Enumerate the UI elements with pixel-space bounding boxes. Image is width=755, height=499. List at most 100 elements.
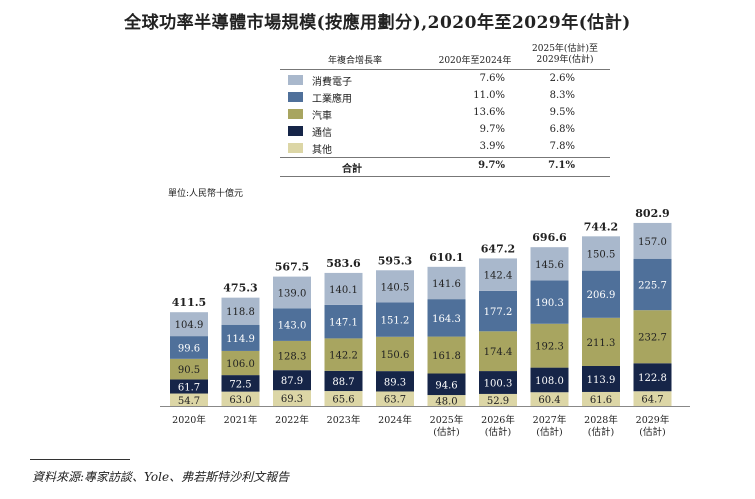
- bar-segment: [427, 336, 466, 374]
- bar-segment: [427, 299, 466, 337]
- cagr-total-label: 合計: [342, 164, 362, 175]
- data-label: 211.3: [587, 338, 616, 349]
- category-label: 2028年: [584, 414, 618, 426]
- total-label: 802.9: [635, 207, 669, 220]
- data-label: 64.7: [641, 395, 663, 406]
- data-label: 100.3: [484, 379, 513, 390]
- data-label: 143.0: [278, 321, 307, 332]
- legend-swatch: [288, 143, 303, 153]
- data-label: 225.7: [638, 280, 667, 291]
- cagr-row: 汽車 13.6% 9.5%: [280, 106, 610, 122]
- bar-segment: [530, 280, 569, 324]
- unit-label: 單位:人民幣十億元: [168, 189, 244, 199]
- category-label: (估計): [639, 426, 665, 438]
- category-label: (估計): [536, 426, 562, 438]
- legend-swatch: [288, 92, 303, 102]
- data-label: 140.1: [329, 285, 358, 296]
- cagr-row-v1: 7.6%: [479, 73, 505, 84]
- cagr-header-period2-line2: 2029年(估計): [536, 55, 594, 65]
- bar-segment: [273, 276, 311, 309]
- cagr-row-label: 汽車: [312, 111, 332, 122]
- bar-segment: [170, 379, 208, 394]
- data-label: 113.9: [587, 375, 616, 386]
- bar-segment: [479, 258, 517, 291]
- total-label: 595.3: [378, 254, 412, 267]
- data-label: 72.5: [229, 379, 251, 390]
- bar-segment: [633, 222, 672, 259]
- category-label: (估計): [485, 426, 511, 438]
- bar-segment: [324, 304, 363, 339]
- data-label: 232.7: [638, 333, 667, 344]
- data-label: 118.8: [226, 307, 255, 318]
- total-label: 647.2: [481, 242, 515, 255]
- data-label: 161.8: [432, 351, 461, 362]
- cagr-header-period2-line1: 2025年(估計)至: [532, 44, 598, 54]
- cagr-bottom-rule: [280, 176, 610, 177]
- bar-segment: [633, 391, 672, 406]
- cagr-total-row: 合計 9.7% 7.1%: [280, 159, 610, 175]
- data-label: 54.7: [178, 396, 200, 407]
- bar-segment: [530, 247, 569, 281]
- bar-segment: [324, 338, 363, 371]
- data-label: 141.6: [432, 279, 461, 290]
- cagr-row-v1: 9.7%: [479, 124, 505, 135]
- data-label: 63.0: [229, 395, 251, 406]
- data-label: 63.7: [384, 395, 406, 406]
- data-label: 147.1: [329, 318, 358, 329]
- bar-segment: [582, 365, 620, 392]
- bar-segment: [170, 393, 208, 406]
- data-label: 65.6: [332, 395, 354, 406]
- category-label: 2025年: [430, 414, 464, 426]
- data-label: 174.4: [484, 347, 513, 358]
- cagr-row-v2: 2.6%: [549, 73, 575, 84]
- data-label: 89.3: [384, 377, 406, 388]
- category-label: 2029年: [636, 414, 670, 426]
- data-label: 114.9: [226, 334, 255, 345]
- bar-segment: [530, 367, 569, 393]
- category-label: 2020年: [172, 414, 206, 426]
- total-label: 610.1: [429, 251, 463, 264]
- cagr-row: 工業應用 11.0% 8.3%: [280, 89, 610, 105]
- data-label: 150.5: [587, 249, 616, 260]
- bar-segment: [427, 395, 466, 406]
- bar-segment: [530, 323, 569, 368]
- cagr-row-label: 工業應用: [312, 94, 352, 105]
- cagr-row-v1: 11.0%: [473, 90, 505, 101]
- cagr-row-label: 消費電子: [312, 77, 352, 88]
- cagr-row-v2: 9.5%: [549, 107, 575, 118]
- bar-segment: [633, 258, 672, 311]
- data-label: 106.0: [226, 359, 255, 370]
- bar-segment: [376, 391, 414, 406]
- bar-segment: [273, 340, 311, 371]
- bar-segment: [273, 370, 311, 391]
- cagr-header-rule: [280, 69, 610, 70]
- data-label: 140.5: [381, 282, 410, 293]
- bar-segment: [479, 393, 517, 406]
- cagr-total-v1: 9.7%: [478, 160, 505, 171]
- bar-segment: [273, 390, 311, 406]
- bar-segment: [427, 266, 466, 300]
- bar-segment: [479, 290, 517, 332]
- category-label: (估計): [588, 426, 614, 438]
- bar-segment: [170, 336, 208, 359]
- bar-segment: [582, 236, 620, 271]
- bar-segment: [221, 375, 260, 392]
- cagr-row-v1: 3.9%: [479, 141, 505, 152]
- total-label: 567.5: [275, 261, 309, 274]
- legend-swatch: [288, 126, 303, 136]
- data-label: 104.9: [175, 320, 204, 331]
- legend-swatch: [288, 75, 303, 85]
- total-label: 475.3: [223, 282, 257, 295]
- cagr-row-v2: 8.3%: [549, 90, 575, 101]
- data-label: 192.3: [535, 342, 564, 353]
- legend-swatch: [288, 109, 303, 119]
- data-label: 108.0: [535, 376, 564, 387]
- category-label: 2021年: [224, 414, 258, 426]
- data-label: 99.6: [178, 343, 200, 354]
- data-label: 69.3: [281, 394, 303, 405]
- bar-segment: [221, 391, 260, 406]
- category-label: (估計): [433, 426, 459, 438]
- data-label: 48.0: [435, 397, 457, 408]
- data-label: 88.7: [332, 377, 354, 388]
- bar-segment: [479, 331, 517, 372]
